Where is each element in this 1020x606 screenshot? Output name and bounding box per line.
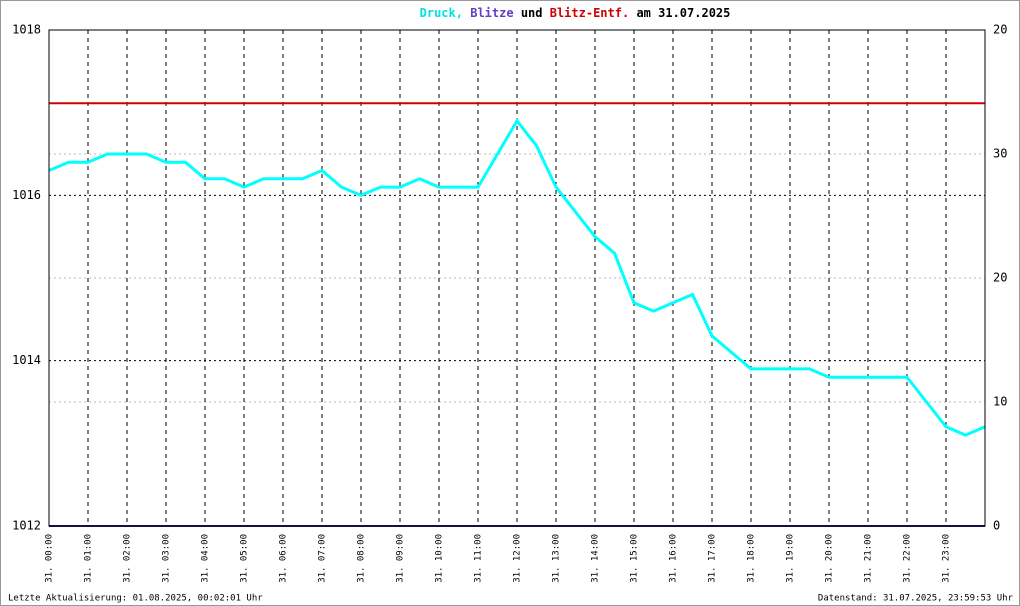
- x-tick-label: 31. 03:00: [162, 534, 172, 583]
- title-part: am 31.07.2025: [636, 6, 730, 20]
- footer-right: Datenstand: 31.07.2025, 23:59:53 Uhr: [818, 594, 1014, 604]
- x-tick-label: 31. 05:00: [240, 534, 250, 583]
- x-tick-label: 31. 21:00: [864, 534, 874, 583]
- x-tick-label: 31. 17:00: [708, 534, 718, 583]
- x-tick-label: 31. 22:00: [903, 534, 913, 583]
- y2-tick-label: 10: [993, 395, 1007, 409]
- x-tick-label: 31. 09:00: [396, 534, 406, 583]
- plot-border: [48, 29, 986, 527]
- y2-tick-label: 20: [993, 271, 1007, 285]
- x-tick-label: 31. 18:00: [747, 534, 757, 583]
- x-tick-label: 31. 19:00: [786, 534, 796, 583]
- y-tick-label: 1016: [12, 188, 41, 202]
- x-tick-label: 31. 13:00: [552, 534, 562, 583]
- x-tick-label: 31. 20:00: [825, 534, 835, 583]
- x-tick-label: 31. 15:00: [630, 534, 640, 583]
- y-tick-label: 1012: [12, 519, 41, 533]
- x-tick-label: 31. 07:00: [318, 534, 328, 583]
- x-tick-label: 31. 23:00: [942, 534, 952, 583]
- title-part: und: [521, 6, 543, 20]
- x-tick-label: 31. 16:00: [669, 534, 679, 583]
- series-line: [48, 118, 986, 437]
- x-tick-label: 31. 10:00: [435, 534, 445, 583]
- x-tick-label: 31. 04:00: [201, 534, 211, 583]
- x-tick-label: 31. 02:00: [123, 534, 133, 583]
- y-tick-label: 1018: [12, 23, 41, 37]
- y-tick-label: 1014: [12, 353, 41, 367]
- x-tick-label: 31. 01:00: [84, 534, 94, 583]
- x-tick-label: 31. 08:00: [357, 534, 367, 583]
- chart-title: Druck, Blitze und Blitz-Entf. am 31.07.2…: [420, 6, 731, 20]
- y2-tick-label: 0: [993, 519, 1000, 533]
- x-tick-label: 31. 00:00: [45, 534, 55, 583]
- title-part: Blitze: [470, 6, 513, 20]
- footer-left: Letzte Aktualisierung: 01.08.2025, 00:02…: [8, 594, 263, 604]
- x-tick-label: 31. 06:00: [279, 534, 289, 583]
- y2-tick-label: 30: [993, 147, 1007, 161]
- x-tick-label: 31. 11:00: [474, 534, 484, 583]
- title-part: Blitz-Entf.: [550, 6, 629, 20]
- title-part: Druck,: [420, 6, 463, 20]
- x-tick-label: 31. 14:00: [591, 534, 601, 583]
- x-tick-label: 31. 12:00: [513, 534, 523, 583]
- y2-tick-label: 20: [993, 23, 1007, 37]
